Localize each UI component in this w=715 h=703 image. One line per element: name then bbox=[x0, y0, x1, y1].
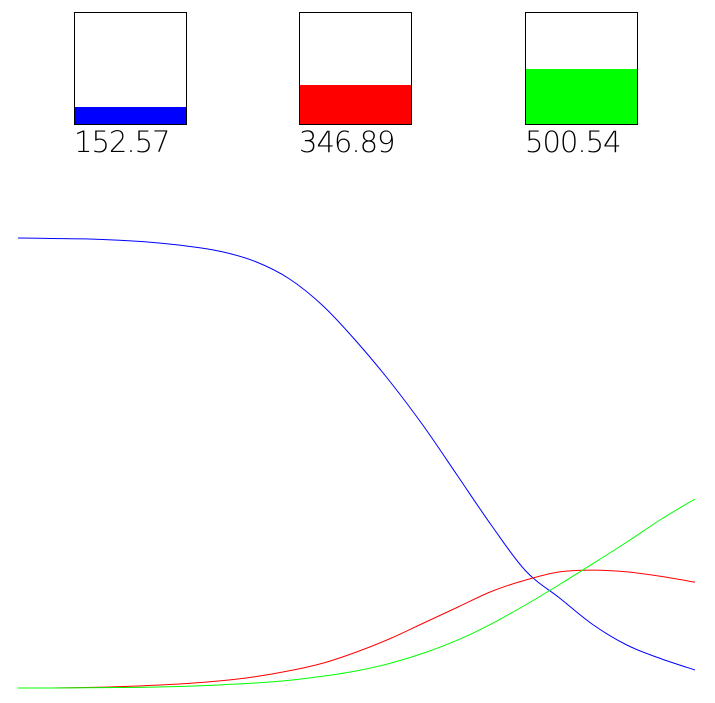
gauge-green bbox=[525, 12, 638, 125]
series-green-line bbox=[17, 498, 696, 689]
series-red-line bbox=[17, 569, 696, 689]
gauge-red-fill bbox=[300, 85, 411, 124]
gauge-green-value: 500.54 bbox=[525, 125, 621, 159]
series-blue-line bbox=[17, 237, 696, 671]
gauge-blue-value: 152.57 bbox=[74, 125, 170, 159]
gauge-red-value: 346.89 bbox=[299, 125, 395, 159]
gauge-red bbox=[299, 12, 412, 125]
gauge-blue bbox=[74, 12, 187, 125]
gauge-green-fill bbox=[526, 68, 637, 124]
gauge-blue-fill bbox=[75, 107, 186, 124]
